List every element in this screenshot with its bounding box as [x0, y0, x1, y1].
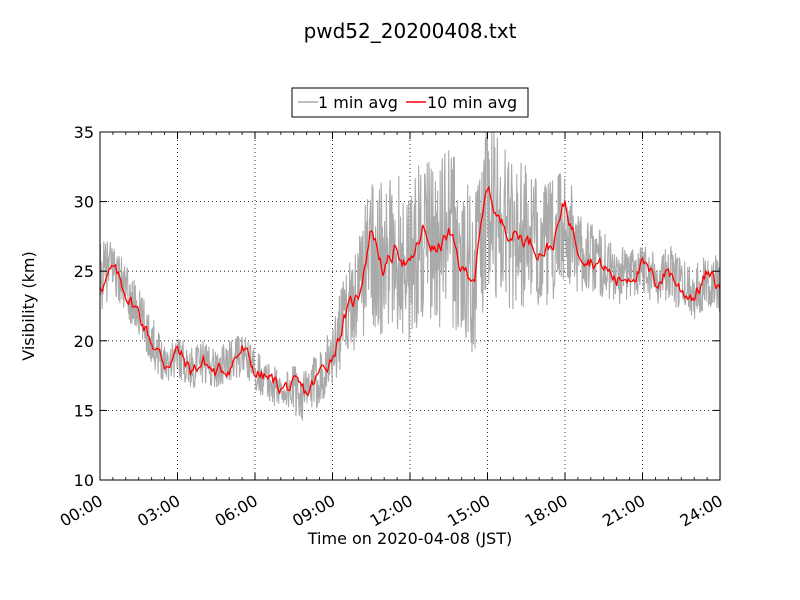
y-tick-label: 10	[74, 471, 94, 490]
chart-title: pwd52_20200408.txt	[304, 19, 517, 43]
y-axis-label: Visibility (km)	[19, 251, 38, 360]
ticks	[99, 131, 721, 481]
y-tick-label: 20	[74, 332, 94, 351]
x-axis-label: Time on 2020-04-08 (JST)	[307, 529, 512, 548]
series-layer	[99, 131, 721, 421]
y-tick-labels: 10 15 20 25 30 35	[74, 123, 94, 490]
legend-label-1min: 1 min avg	[318, 93, 398, 112]
y-tick-label: 15	[74, 401, 94, 420]
series-line-10min-avg	[99, 186, 721, 397]
y-tick-label: 25	[74, 262, 94, 281]
y-tick-label: 30	[74, 193, 94, 212]
plot-area	[99, 131, 721, 481]
y-tick-label: 35	[74, 123, 94, 142]
legend: 1 min avg 10 min avg	[291, 87, 529, 118]
legend-label-10min: 10 min avg	[427, 93, 517, 112]
